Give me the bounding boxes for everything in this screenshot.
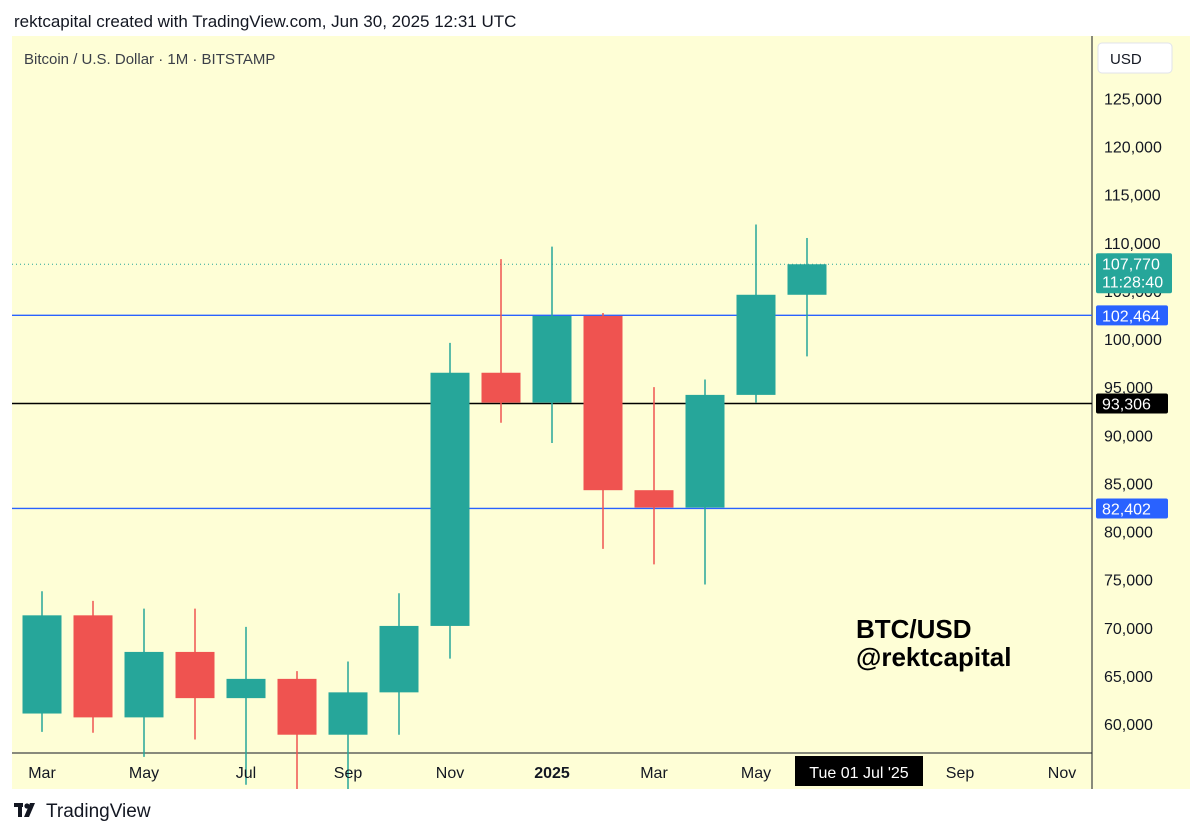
y-tick-label: 115,000 [1104, 188, 1161, 205]
candle-body [22, 615, 62, 714]
tradingview-logo-icon [14, 802, 40, 822]
candle-body [277, 678, 317, 735]
level-label: 102,464 [1102, 308, 1160, 325]
y-tick-label: 80,000 [1104, 525, 1153, 542]
y-tick-label: 60,000 [1104, 717, 1153, 734]
x-tick-label: Mar [640, 765, 668, 782]
candle[interactable] [736, 224, 776, 403]
x-tick-label: May [129, 765, 159, 782]
candle-body [124, 651, 164, 718]
candle-body [634, 490, 674, 508]
level-label: 82,402 [1102, 501, 1151, 518]
level-label-box [1096, 393, 1168, 414]
level-label: 93,306 [1102, 396, 1151, 413]
candlestick-chart[interactable]: Bitcoin / U.S. Dollar · 1M · BITSTAMP USD… [12, 36, 1190, 789]
level-label-box [1096, 498, 1168, 519]
candle[interactable] [634, 387, 674, 565]
candle[interactable] [328, 661, 368, 789]
candle-body [532, 315, 572, 403]
x-tick-label: Mar [28, 765, 56, 782]
candle[interactable] [175, 608, 215, 740]
candle[interactable] [481, 259, 521, 423]
watermark-text: @rektcapital [856, 642, 1011, 672]
watermark-text: BTC/USD [856, 614, 972, 644]
candle-body [583, 315, 623, 491]
candle[interactable] [22, 591, 62, 732]
candle[interactable] [277, 671, 317, 789]
tradingview-footer[interactable]: TradingView [14, 801, 151, 823]
chart-title: Bitcoin / U.S. Dollar · 1M · BITSTAMP [24, 51, 275, 68]
y-tick-label: 85,000 [1104, 476, 1153, 493]
level-label-box [1096, 305, 1168, 326]
candle[interactable] [583, 313, 623, 549]
y-tick-label: 100,000 [1104, 332, 1162, 349]
tradingview-brand-label: TradingView [46, 801, 151, 822]
cursor-date-label: Tue 01 Jul '25 [809, 765, 909, 782]
y-tick-label: 70,000 [1104, 621, 1153, 638]
candle[interactable] [73, 600, 113, 733]
candle[interactable] [430, 342, 470, 659]
currency-button-label: USD [1110, 51, 1142, 68]
candle-body [481, 372, 521, 403]
currency-button-box [1097, 42, 1173, 74]
x-tick-label: Sep [334, 765, 363, 782]
axis-corner [1092, 753, 1190, 789]
y-tick-label: 125,000 [1104, 91, 1162, 108]
chart-area[interactable]: Bitcoin / U.S. Dollar · 1M · BITSTAMP USD… [12, 36, 1190, 789]
candle[interactable] [379, 593, 419, 735]
y-tick-label: 90,000 [1104, 428, 1153, 445]
y-tick-label: 110,000 [1104, 236, 1161, 253]
x-tick-label: May [741, 765, 771, 782]
last-price-countdown: 11:28:40 [1102, 274, 1163, 291]
candle-body [73, 615, 113, 718]
candle-body [328, 692, 368, 735]
x-tick-label: Sep [946, 765, 975, 782]
candle[interactable] [124, 608, 164, 757]
candle-body [736, 294, 776, 395]
x-tick-label: Nov [436, 765, 464, 782]
y-tick-label: 95,000 [1104, 380, 1153, 397]
candle-body [226, 678, 266, 699]
candle[interactable] [685, 379, 725, 585]
x-tick-label: 2025 [534, 765, 570, 782]
candle[interactable] [226, 626, 266, 785]
candle-body [175, 651, 215, 699]
y-tick-label: 120,000 [1104, 140, 1162, 157]
last-price-label-box [1096, 253, 1172, 294]
y-tick-label: 65,000 [1104, 669, 1153, 686]
y-tick-label: 75,000 [1104, 573, 1153, 590]
candle-body [685, 394, 725, 508]
candle[interactable] [532, 246, 572, 444]
x-tick-label: Nov [1048, 765, 1076, 782]
candle[interactable] [787, 237, 827, 357]
candle-body [379, 625, 419, 693]
chart-caption: rektcapital created with TradingView.com… [14, 12, 517, 31]
last-price-label: 107,770 [1102, 256, 1160, 273]
candle-body [430, 372, 470, 626]
x-tick-label: Jul [236, 765, 256, 782]
currency-button[interactable]: USD [1097, 42, 1173, 74]
cursor-date-box [795, 756, 923, 786]
candle-body [787, 264, 827, 295]
